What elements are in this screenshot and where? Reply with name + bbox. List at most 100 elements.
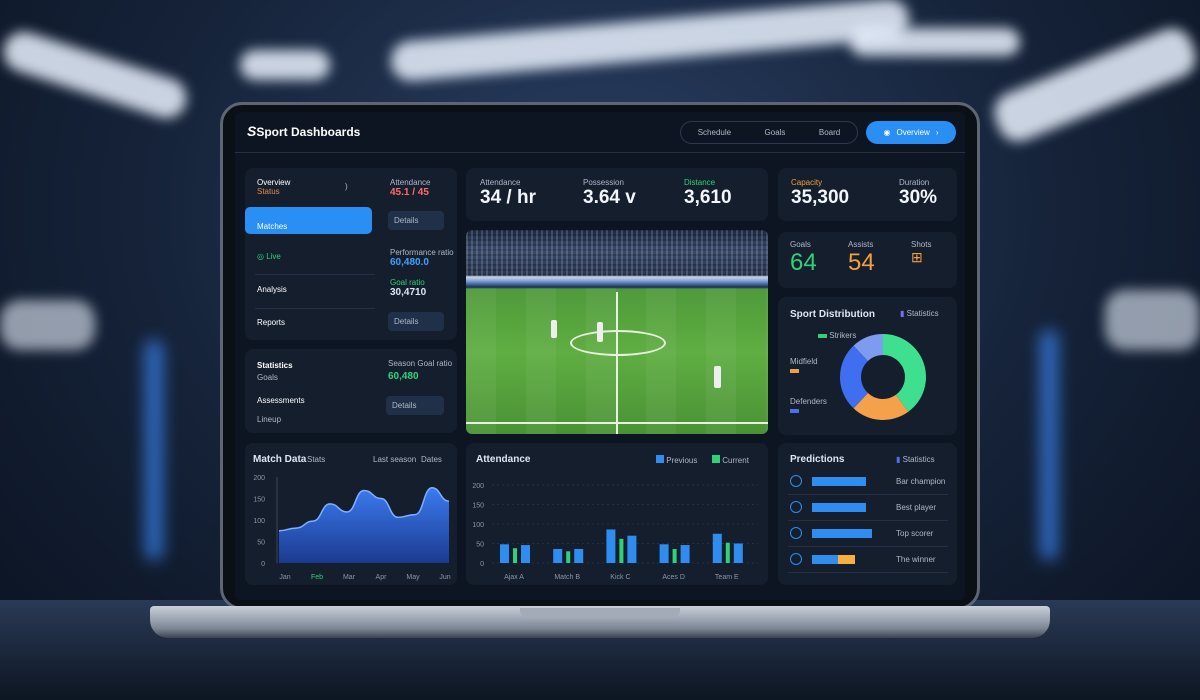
donut-slice-0 xyxy=(883,334,926,412)
stat-performance: Performance ratio 60,480.0 xyxy=(390,248,454,268)
progress-bar xyxy=(812,555,839,564)
item-lineup[interactable]: Lineup xyxy=(257,415,282,424)
x-tick-label: May xyxy=(406,574,420,581)
bar[interactable] xyxy=(513,548,517,563)
item-goals[interactable]: Goals xyxy=(257,373,278,382)
player xyxy=(551,320,557,338)
area-line xyxy=(278,486,450,532)
stat-label: Goal ratio xyxy=(390,278,425,287)
donut-chart xyxy=(840,334,926,420)
stat-value: 45.1 / 45 xyxy=(390,187,429,198)
stat-capacity: Capacity 35,300 xyxy=(791,178,849,209)
sidebar-item-analysis[interactable]: Analysis xyxy=(257,285,287,294)
stat-label: Capacity xyxy=(791,178,823,187)
y-tick-label: 100 xyxy=(472,522,484,529)
pill-goals[interactable]: Goals xyxy=(764,128,786,137)
legend-item: Midfield xyxy=(790,357,818,375)
sidebar-item-matches[interactable]: Matches xyxy=(245,207,372,234)
bar[interactable] xyxy=(566,551,571,563)
statistics-panel: Statistics Goals Assessments Lineup Seas… xyxy=(245,349,457,433)
x-tick-label: Match B xyxy=(554,574,580,581)
app-logo[interactable]: SSport Dashboards xyxy=(247,123,360,139)
pill-board[interactable]: Board xyxy=(818,128,841,137)
overview-button[interactable]: ◉ Overview › xyxy=(866,121,956,144)
ceiling-light xyxy=(988,22,1200,148)
row-label: The winner xyxy=(896,555,936,564)
legend-label: Current xyxy=(722,456,749,465)
app-title: Sport Dashboards xyxy=(256,125,361,139)
logo-letter: S xyxy=(247,123,257,139)
bar[interactable] xyxy=(606,529,616,563)
sidebar-item-reports[interactable]: Reports xyxy=(257,318,286,327)
x-tick-label: Mar xyxy=(343,574,356,581)
flag-icon: ▮ xyxy=(900,309,907,318)
bar[interactable] xyxy=(733,543,743,564)
halfway-line xyxy=(616,292,618,434)
progress-bar xyxy=(812,477,866,486)
bar[interactable] xyxy=(627,535,637,563)
live-match-video[interactable] xyxy=(466,230,768,434)
stat-label: Duration xyxy=(899,178,930,187)
top-stats-panel: Attendance 34 / hr Possession 3.64 v Dista… xyxy=(466,168,768,221)
bar-chart-panel: Attendance Previous Current 0 50 100 150 200… xyxy=(466,443,768,585)
donut-slice-2 xyxy=(840,345,868,409)
kpi-shots-icon: ⊞ xyxy=(911,249,923,265)
stat-value: 60,480 xyxy=(388,371,419,382)
live-icon: ◎ xyxy=(257,252,267,261)
stat-distance: Distance 3,610 xyxy=(684,178,732,209)
ceiling-light xyxy=(240,50,330,80)
stat-label: Season Goal ratio xyxy=(388,359,453,368)
legend-item: Defenders xyxy=(790,397,827,415)
y-tick-label: 100 xyxy=(253,518,265,525)
bar[interactable] xyxy=(672,548,677,563)
divider xyxy=(255,308,375,309)
panel-title: Sport Distribution xyxy=(790,309,875,320)
stat-value: 35,300 xyxy=(791,187,850,208)
progress-bar xyxy=(812,529,872,538)
kpi-panel: Goals 64 Assists 54 Shots ⊞ xyxy=(778,232,957,288)
row-label: Best player xyxy=(896,503,937,512)
bar[interactable] xyxy=(500,544,509,563)
item-statistics[interactable]: Statistics xyxy=(257,361,293,370)
chart-legend[interactable]: Dates xyxy=(421,455,442,464)
row-icon xyxy=(790,527,802,539)
x-tick-label: Team E xyxy=(715,574,739,581)
sidebar-item-live[interactable]: ◎ Live xyxy=(257,252,281,261)
kpi-value: 54 xyxy=(848,249,875,276)
y-tick-label: 50 xyxy=(257,540,265,547)
kpi-label: Assists xyxy=(848,240,874,249)
chart-legend[interactable]: Last season xyxy=(373,455,417,464)
center-circle xyxy=(570,330,666,356)
x-tick-label: Ajax A xyxy=(504,574,524,581)
legend-item: Strikers xyxy=(818,331,856,340)
stat-duration: Duration 30% xyxy=(899,178,937,209)
player xyxy=(714,366,721,388)
divider xyxy=(788,546,948,547)
donut-slice-3 xyxy=(853,334,883,361)
bar[interactable] xyxy=(725,542,730,563)
sidebar-item-overview[interactable]: Overview Status xyxy=(257,178,290,196)
kpi-shots: Shots ⊞ xyxy=(911,240,931,266)
item-assessments[interactable]: Assessments xyxy=(257,396,305,405)
stats-badge[interactable]: ▮ Statistics xyxy=(900,309,939,318)
bar[interactable] xyxy=(680,545,690,563)
details-button[interactable]: Details xyxy=(388,312,444,331)
bar[interactable] xyxy=(553,548,563,563)
bar[interactable] xyxy=(574,548,584,563)
legend-label: Midfield xyxy=(790,357,818,366)
details-button[interactable]: Details xyxy=(388,211,444,230)
legend-label: Defenders xyxy=(790,397,827,406)
bar[interactable] xyxy=(659,544,669,563)
pill-schedule[interactable]: Schedule xyxy=(697,128,732,137)
stats-badge[interactable]: ▮ Statistics xyxy=(896,455,935,464)
bar[interactable] xyxy=(712,533,722,563)
overview-label: Overview xyxy=(896,128,930,137)
bar[interactable] xyxy=(521,545,530,563)
row-icon xyxy=(790,501,802,513)
stat-value: 3.64 v xyxy=(583,187,636,208)
y-tick-label: 150 xyxy=(253,497,265,504)
details-button[interactable]: Details xyxy=(386,396,444,415)
stat-possession: Possession 3.64 v xyxy=(583,178,636,209)
x-tick-label: Jun xyxy=(439,574,450,581)
bar[interactable] xyxy=(619,538,624,563)
